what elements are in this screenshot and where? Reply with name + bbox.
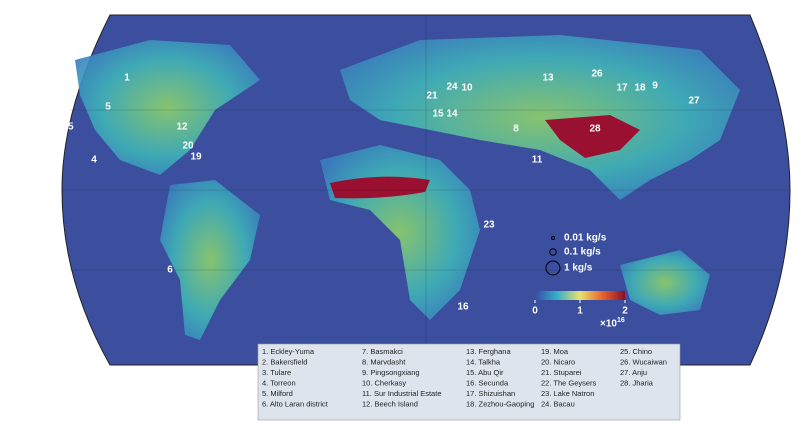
site-legend-entry: 9. Pingsongxiang bbox=[362, 368, 420, 377]
site-number: 25 bbox=[62, 122, 74, 133]
site-legend-entry: 18. Zezhou-Gaoping bbox=[466, 399, 534, 408]
site-legend-entry: 3. Tulare bbox=[262, 368, 291, 377]
site-number: 17 bbox=[616, 83, 628, 94]
size-circle bbox=[545, 260, 561, 276]
site-legend-entry: 11. Sur Industrial Estate bbox=[362, 389, 442, 398]
site-legend-entry: 10. Cherkasy bbox=[362, 378, 406, 387]
site-legend-entry: 26. Wucaiwan bbox=[620, 357, 667, 366]
site-legend-entry: 19. Moa bbox=[541, 347, 569, 356]
site-number: 4 bbox=[91, 155, 97, 166]
site-legend-entry: 23. Lake Natron bbox=[541, 389, 594, 398]
site-number: 11 bbox=[532, 155, 543, 166]
site-legend-entry: 12. Beech Island bbox=[362, 399, 418, 408]
site-legend-entry: 5. Milford bbox=[262, 389, 293, 398]
site-legend-entry: 16. Secunda bbox=[466, 378, 509, 387]
site-number: 20 bbox=[182, 141, 194, 152]
site-legend-entry: 28. Jharia bbox=[620, 378, 654, 387]
size-label: 0.01 kg/s bbox=[564, 233, 607, 244]
size-circle bbox=[550, 235, 556, 241]
site-legend-entry: 27. Anju bbox=[620, 368, 647, 377]
site-legend-entry: 22. The Geysers bbox=[541, 378, 597, 387]
site-number: 8 bbox=[513, 124, 519, 135]
site-number: 5 bbox=[105, 102, 111, 113]
site-number: 19 bbox=[190, 152, 202, 163]
site-legend-entry: 8. Marvdasht bbox=[362, 357, 406, 366]
site-number: 9 bbox=[652, 81, 658, 92]
site-number: 13 bbox=[542, 73, 554, 84]
site-legend-entry: 20. Nicaro bbox=[541, 357, 575, 366]
site-number: 26 bbox=[591, 69, 603, 80]
site-number: 3 bbox=[59, 107, 65, 118]
india-hotspot bbox=[545, 115, 640, 158]
site-legend-entry: 4. Torreon bbox=[262, 378, 296, 387]
site-legend-entry: 24. Bacau bbox=[541, 399, 575, 408]
size-label: 1 kg/s bbox=[564, 263, 593, 274]
site-number: 6 bbox=[167, 265, 173, 276]
site-legend-entry: 1. Eckley-Yuma bbox=[262, 347, 315, 356]
colorbar bbox=[535, 291, 625, 300]
site-number: 21 bbox=[426, 91, 438, 102]
sahel-hotspot bbox=[330, 176, 430, 199]
site-number: 2 bbox=[61, 114, 67, 125]
site-legend-entry: 17. Shizuishan bbox=[466, 389, 515, 398]
site-number: 15 bbox=[432, 109, 444, 120]
site-number: 22 bbox=[58, 98, 70, 109]
site-number: 23 bbox=[483, 220, 495, 231]
site-number: 24 bbox=[446, 82, 458, 93]
colorbar-tick-label: 2 bbox=[622, 306, 628, 317]
site-number: 28 bbox=[589, 124, 601, 135]
site-number: 1 bbox=[124, 73, 130, 84]
site-legend-entry: 13. Ferghana bbox=[466, 347, 511, 356]
colorbar-tick-label: 0 bbox=[532, 306, 538, 317]
site-number: 18 bbox=[634, 83, 646, 94]
site-legend-entry: 15. Abu Qir bbox=[466, 368, 504, 377]
legend-box bbox=[257, 343, 681, 421]
site-number: 14 bbox=[446, 109, 458, 120]
colorbar-exponent: 16 bbox=[617, 317, 625, 324]
site-legend-entry: 25. Chino bbox=[620, 347, 652, 356]
site-legend-entry: 7. Basmakci bbox=[362, 347, 403, 356]
size-label: 0.1 kg/s bbox=[564, 247, 601, 258]
site-number: 16 bbox=[457, 302, 469, 313]
site-number: 27 bbox=[688, 96, 700, 107]
land bbox=[75, 35, 740, 340]
site-number: 12 bbox=[176, 122, 188, 133]
size-circle bbox=[549, 248, 557, 256]
graticule bbox=[62, 15, 790, 365]
site-legend-entry: 2. Bakersfield bbox=[262, 357, 307, 366]
site-legend-entry: 6. Alto Laran district bbox=[262, 399, 329, 408]
colorbar-tick-label: 1 bbox=[577, 306, 583, 317]
site-number: 10 bbox=[461, 83, 473, 94]
site-legend-entry: 21. Stuparei bbox=[541, 368, 582, 377]
site-legend-entry: 14. Talkha bbox=[466, 357, 501, 366]
